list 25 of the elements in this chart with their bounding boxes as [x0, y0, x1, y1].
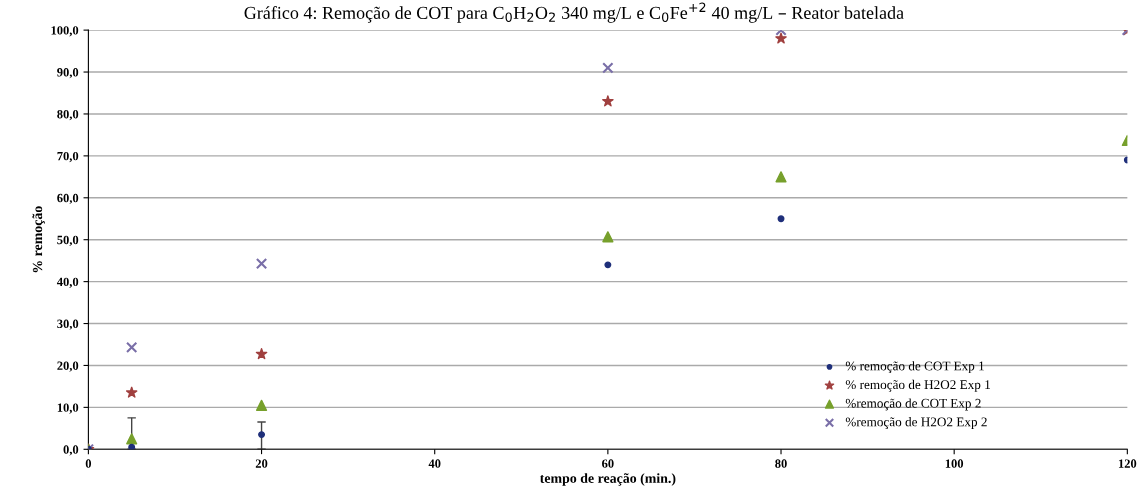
y-tick-label: 100,0 — [51, 26, 79, 37]
x-tick-label: 60 — [602, 459, 614, 468]
y-tick-label: 0,0 — [63, 445, 79, 456]
y-tick-label: 70,0 — [57, 151, 79, 163]
x-tick-label: 120 — [1118, 459, 1137, 468]
y-tick-label: 10,0 — [57, 403, 79, 414]
x-tick-label: 20 — [255, 459, 268, 468]
y-tick-label: 80,0 — [57, 109, 79, 121]
legend-label: % remoção de COT Exp 1 — [845, 361, 984, 374]
legend-label: % remoção de H2O2 Exp 1 — [845, 379, 990, 392]
y-tick-label: 50,0 — [57, 235, 79, 246]
y-tick-label: 30,0 — [57, 319, 79, 330]
x-tick-label: 100 — [945, 459, 964, 468]
x-tick-label: 40 — [428, 459, 441, 468]
x-tick-label: 80 — [775, 459, 787, 468]
x-axis-title: tempo de reação (min.) — [539, 473, 676, 486]
legend-label: %remoção de H2O2 Exp 2 — [845, 417, 987, 430]
y-tick-label: 60,0 — [57, 193, 79, 205]
y-tick-label: 90,0 — [57, 68, 79, 79]
y-tick-label: 40,0 — [56, 277, 79, 288]
chart-title: Gráfico 4: Remoção de COT para C$_{0}$H$_{2}$O$_{2}$ 340 mg/L e C$_{0}$Fe$^{+2}$ 40 mg/L – Reator batelada — [244, 2, 904, 23]
y-axis-title: % remoção — [32, 206, 45, 273]
x-tick-label: 0 — [85, 459, 92, 468]
y-tick-label: 20,0 — [57, 361, 79, 372]
legend-label: %remoção de COT Exp 2 — [845, 398, 981, 411]
